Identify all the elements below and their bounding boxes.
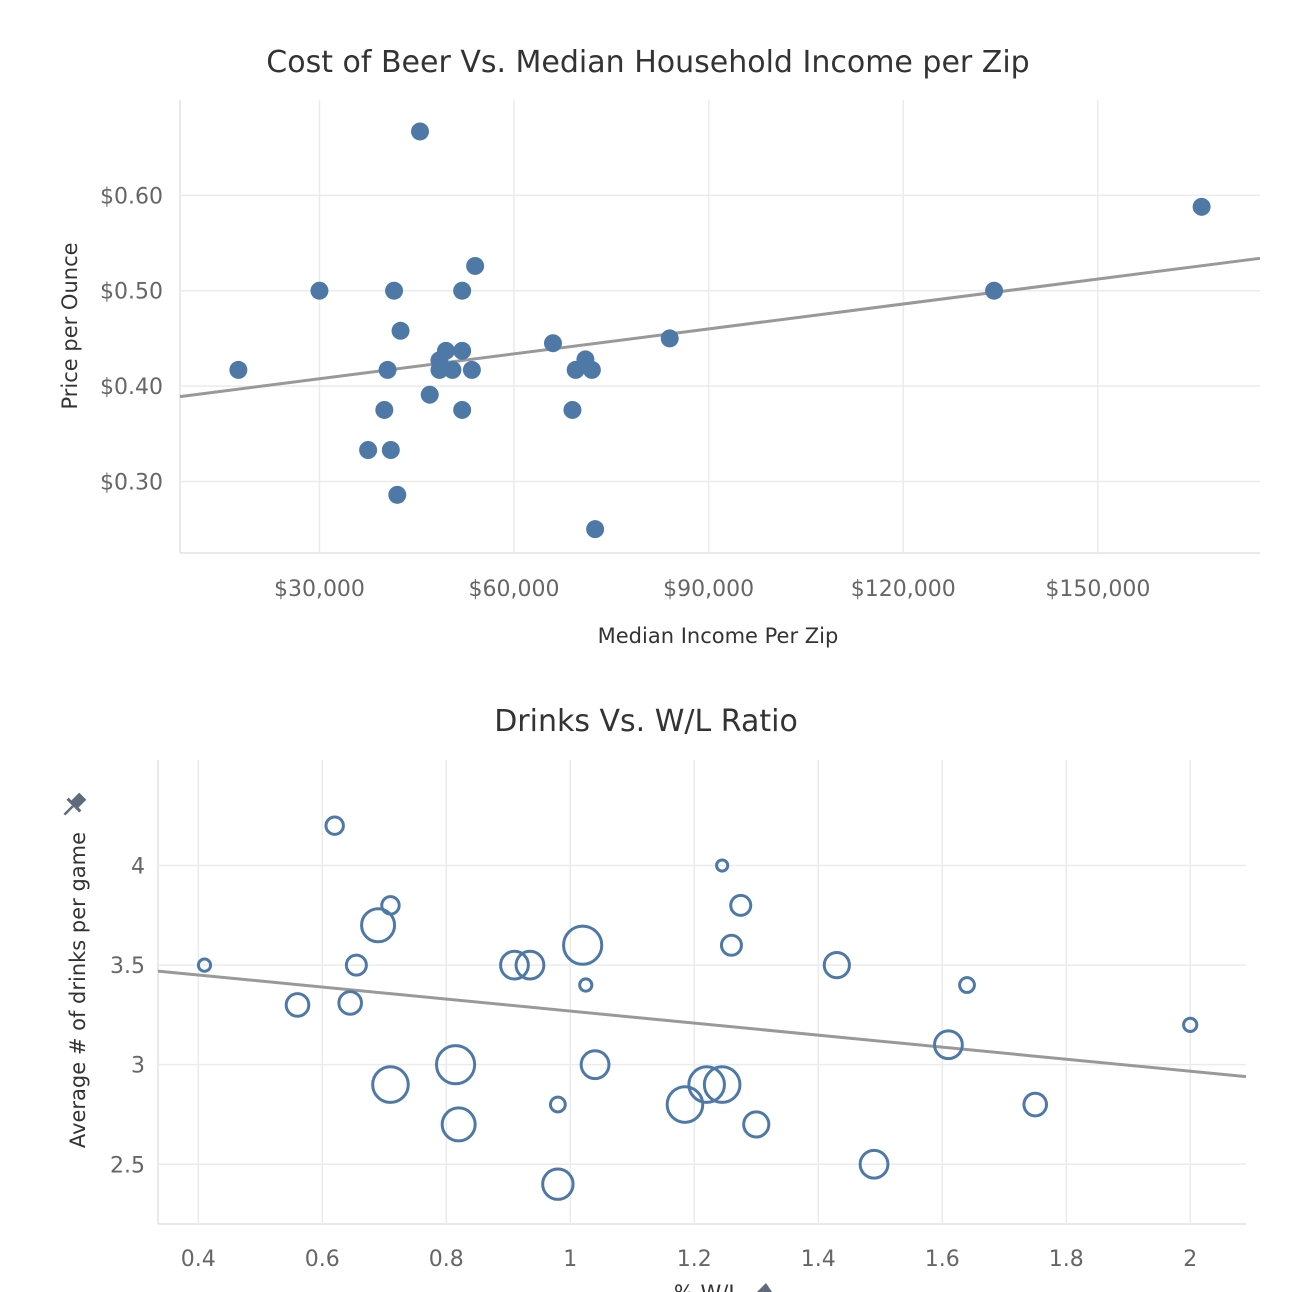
- c2-point[interactable]: [337, 990, 363, 1016]
- c2-point[interactable]: [548, 1095, 567, 1114]
- chart2-y-ticks: 2.5 3 3.5 4: [110, 855, 145, 1179]
- c1-point[interactable]: [462, 360, 481, 379]
- c1-x-tick-label: $30,000: [274, 577, 365, 602]
- c1-point[interactable]: [378, 360, 397, 379]
- chart2-x-axis-label: % W/L: [674, 1281, 740, 1292]
- chart2-points: [196, 815, 1199, 1201]
- c2-point[interactable]: [514, 949, 546, 981]
- c1-point[interactable]: [443, 360, 462, 379]
- c1-point[interactable]: [388, 485, 407, 504]
- c2-x-tick-label: 0.4: [181, 1247, 216, 1272]
- c1-point[interactable]: [660, 329, 679, 348]
- chart1-y-axis-label: Price per Ounce: [58, 242, 82, 409]
- c1-point[interactable]: [985, 281, 1004, 300]
- chart1-points: [229, 122, 1211, 539]
- c2-point[interactable]: [579, 1049, 611, 1081]
- c2-point[interactable]: [196, 957, 213, 973]
- c2-y-tick-label: 2.5: [110, 1153, 145, 1178]
- c1-y-tick-label: $0.50: [100, 280, 163, 305]
- c1-point[interactable]: [420, 385, 439, 404]
- c2-point[interactable]: [380, 895, 401, 916]
- c2-point[interactable]: [434, 1044, 477, 1086]
- c2-point[interactable]: [729, 893, 753, 917]
- c2-point[interactable]: [578, 977, 594, 993]
- chart2-trend-line: [157, 969, 1247, 1079]
- c1-point[interactable]: [359, 441, 378, 460]
- c1-point[interactable]: [582, 360, 601, 379]
- c1-point[interactable]: [466, 256, 485, 275]
- c2-point[interactable]: [742, 1110, 771, 1139]
- c1-x-tick-label: $90,000: [663, 577, 754, 602]
- c2-point[interactable]: [344, 953, 368, 977]
- c1-y-tick-label: $0.40: [100, 375, 163, 400]
- chart1-x-ticks: $30,000 $60,000 $90,000 $120,000 $150,000: [274, 577, 1150, 602]
- c2-x-tick-label: 0.8: [429, 1247, 464, 1272]
- c2-point[interactable]: [702, 1065, 742, 1104]
- c2-y-tick-label: 3.5: [110, 954, 145, 979]
- c2-point[interactable]: [499, 949, 530, 981]
- c2-y-tick-label: 3: [131, 1054, 145, 1079]
- c2-x-tick-label: 2: [1183, 1247, 1197, 1272]
- pin-icon[interactable]: [58, 790, 89, 821]
- c1-point[interactable]: [381, 441, 400, 460]
- c1-point[interactable]: [375, 400, 394, 419]
- c2-x-tick-label: 1.8: [1049, 1247, 1084, 1272]
- c1-point[interactable]: [229, 360, 248, 379]
- chart1-x-axis-label: Median Income Per Zip: [598, 624, 839, 648]
- c1-point[interactable]: [453, 341, 472, 360]
- c1-point[interactable]: [385, 281, 404, 300]
- c2-point[interactable]: [715, 858, 730, 873]
- c2-point[interactable]: [1182, 1016, 1199, 1033]
- c2-x-tick-label: 1.4: [801, 1247, 836, 1272]
- chart1-trend-line: [179, 256, 1261, 399]
- c2-y-tick-label: 4: [131, 855, 145, 880]
- c2-point[interactable]: [687, 1065, 726, 1104]
- c2-point[interactable]: [562, 924, 604, 966]
- chart2-title: Drinks Vs. W/L Ratio: [494, 704, 798, 739]
- c2-x-tick-label: 1.2: [677, 1247, 712, 1272]
- c2-point[interactable]: [541, 1167, 575, 1201]
- c2-point[interactable]: [360, 907, 397, 944]
- c2-x-tick-label: 0.6: [305, 1247, 340, 1272]
- c1-point[interactable]: [436, 341, 455, 360]
- beer-cost-chart: Cost of Beer Vs. Median Household Income…: [58, 45, 1261, 648]
- c1-point[interactable]: [543, 334, 562, 353]
- c2-x-tick-label: 1: [563, 1247, 577, 1272]
- chart2-gridlines: [157, 760, 1246, 1225]
- sort-arrow-icon[interactable]: [757, 1283, 772, 1292]
- chart2-y-axis-label: Average # of drinks per game: [66, 832, 90, 1148]
- c2-point[interactable]: [958, 976, 976, 994]
- c2-point[interactable]: [1022, 1091, 1049, 1118]
- chart1-title: Cost of Beer Vs. Median Household Income…: [266, 45, 1029, 80]
- c1-y-tick-label: $0.30: [100, 470, 163, 495]
- c2-point[interactable]: [933, 1029, 964, 1061]
- c2-point[interactable]: [371, 1065, 410, 1104]
- c1-point[interactable]: [411, 122, 429, 141]
- chart2-x-ticks: 0.4 0.6 0.8 1 1.2 1.4 1.6 1.8 2: [181, 1247, 1197, 1272]
- c2-x-tick-label: 1.6: [925, 1247, 960, 1272]
- c2-point[interactable]: [858, 1148, 890, 1180]
- c1-x-tick-label: $60,000: [469, 577, 560, 602]
- c1-point[interactable]: [391, 321, 410, 340]
- c1-point[interactable]: [453, 400, 472, 419]
- c1-point[interactable]: [310, 281, 329, 300]
- c2-point[interactable]: [665, 1085, 705, 1124]
- c2-point[interactable]: [324, 815, 345, 836]
- c2-point[interactable]: [440, 1106, 477, 1143]
- c2-point[interactable]: [284, 992, 311, 1018]
- drinks-chart: Drinks Vs. W/L Ratio 2.5 3 3.5 4 0.4 0.6 0.8 1…: [58, 704, 1247, 1292]
- c1-point[interactable]: [453, 281, 472, 300]
- c1-point[interactable]: [1192, 197, 1211, 216]
- c2-point[interactable]: [719, 933, 743, 957]
- c2-point[interactable]: [822, 951, 851, 980]
- chart1-y-ticks: $0.30 $0.40 $0.50 $0.60: [100, 184, 163, 495]
- c1-x-tick-label: $150,000: [1045, 577, 1150, 602]
- c1-x-tick-label: $120,000: [851, 577, 956, 602]
- c1-point[interactable]: [563, 400, 582, 419]
- c1-y-tick-label: $0.60: [100, 184, 163, 209]
- c1-point[interactable]: [586, 520, 605, 539]
- chart1-gridlines: [179, 100, 1260, 554]
